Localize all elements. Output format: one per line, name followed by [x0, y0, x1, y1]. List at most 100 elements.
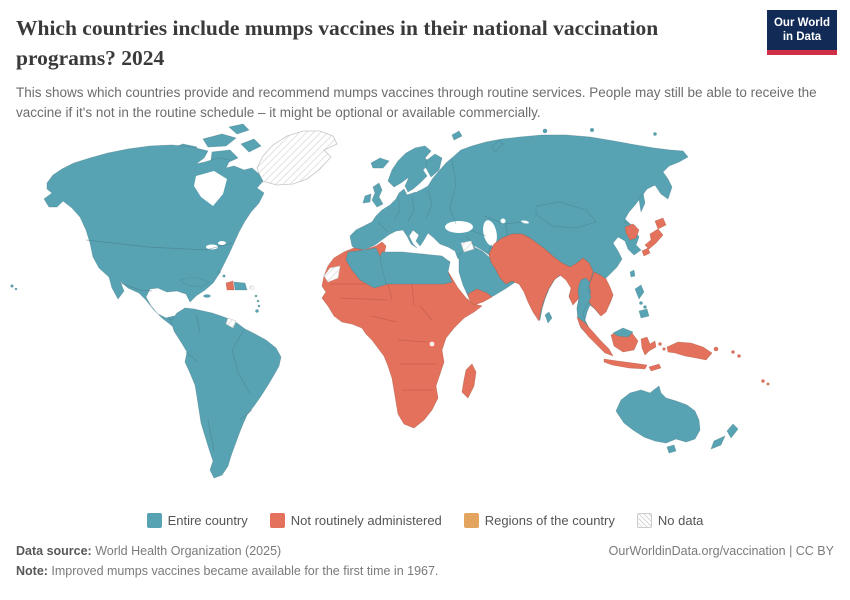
- water-aral-sea: [500, 218, 506, 224]
- region-western-sahara[interactable]: [324, 266, 340, 282]
- region-haiti[interactable]: [226, 281, 234, 290]
- region-new-zealand[interactable]: [711, 436, 725, 449]
- region-svalbard[interactable]: [452, 131, 462, 140]
- region-philippines[interactable]: [635, 285, 644, 299]
- legend-item-not-routinely[interactable]: Not routinely administered: [269, 513, 442, 528]
- legend-item-regions[interactable]: Regions of the country: [463, 513, 615, 528]
- legend-label: Regions of the country: [484, 513, 615, 528]
- region-malaysian-borneo[interactable]: [613, 328, 633, 337]
- region-greenland[interactable]: [257, 131, 337, 185]
- region-taiwan[interactable]: [630, 270, 635, 277]
- water-lake-victoria: [429, 341, 435, 347]
- region-maluku[interactable]: [663, 348, 666, 351]
- region-japan[interactable]: [645, 229, 663, 249]
- region-solomon-islands[interactable]: [732, 351, 735, 354]
- region-libya-egypt[interactable]: [380, 252, 452, 284]
- region-north-korea[interactable]: [625, 224, 639, 240]
- owid-link[interactable]: OurWorldinData.org/vaccination | CC BY: [608, 544, 834, 558]
- page-title: Which countries include mumps vaccines i…: [16, 16, 659, 71]
- region-solomon-islands[interactable]: [738, 355, 741, 358]
- region-arctic-islands[interactable]: [241, 139, 261, 152]
- region-scandinavia[interactable]: [388, 146, 431, 192]
- region-new-zealand[interactable]: [727, 424, 738, 438]
- region-bahamas[interactable]: [218, 271, 221, 274]
- region-south-america[interactable]: [171, 308, 281, 478]
- region-trinidad[interactable]: [256, 310, 259, 313]
- region-ireland[interactable]: [363, 194, 371, 203]
- region-fiji[interactable]: [762, 380, 765, 383]
- legend-item-no-data[interactable]: No data: [636, 513, 704, 528]
- region-madagascar[interactable]: [462, 364, 476, 398]
- legend-label: No data: [657, 513, 704, 528]
- region-arctic-islands[interactable]: [203, 134, 236, 147]
- region-japan[interactable]: [655, 218, 666, 229]
- region-hawaii[interactable]: [15, 288, 17, 290]
- region-tasmania[interactable]: [667, 445, 676, 453]
- region-yemen[interactable]: [468, 289, 492, 305]
- region-finland[interactable]: [426, 154, 442, 177]
- legend-swatch-not-routinely: [269, 513, 285, 528]
- region-sumatra[interactable]: [577, 317, 613, 356]
- region-russian-arctic-island[interactable]: [543, 129, 547, 133]
- world-map-svg: [0, 122, 850, 507]
- owid-logo-line1: Our World: [773, 17, 830, 29]
- region-lesser-antilles[interactable]: [257, 300, 259, 302]
- water-caspian-sea: [483, 220, 497, 246]
- region-new-guinea[interactable]: [667, 342, 712, 360]
- region-indochina[interactable]: [588, 272, 613, 316]
- region-maluku[interactable]: [659, 343, 662, 346]
- region-timor[interactable]: [649, 364, 661, 371]
- region-arctic-islands[interactable]: [229, 124, 249, 134]
- region-jamaica[interactable]: [204, 295, 211, 298]
- chart-header: Which countries include mumps vaccines i…: [0, 0, 850, 122]
- note-label: Note:: [16, 564, 48, 578]
- region-sulawesi[interactable]: [641, 337, 656, 355]
- region-fiji[interactable]: [767, 383, 769, 385]
- owid-logo-line2: in Data: [782, 31, 822, 44]
- region-new-britain[interactable]: [714, 347, 718, 351]
- chart-subtitle: This shows which countries provide and r…: [16, 85, 817, 120]
- region-novaya-zemlya[interactable]: [492, 140, 503, 152]
- world-map: [0, 122, 850, 507]
- legend-swatch-regions: [463, 513, 479, 528]
- region-cuba[interactable]: [180, 277, 209, 287]
- region-lesser-antilles[interactable]: [258, 305, 260, 307]
- region-united-kingdom[interactable]: [372, 183, 383, 207]
- region-russian-arctic-island[interactable]: [654, 133, 657, 136]
- legend-swatch-no-data: [636, 513, 652, 528]
- legend-item-entire-country[interactable]: Entire country: [146, 513, 248, 528]
- region-syria[interactable]: [461, 241, 474, 252]
- country-borders-africa: [330, 284, 436, 390]
- region-french-guiana[interactable]: [226, 318, 236, 328]
- region-puerto-rico[interactable]: [250, 286, 254, 289]
- region-iceland[interactable]: [371, 158, 389, 168]
- region-java[interactable]: [604, 359, 647, 369]
- legend-label: Entire country: [167, 513, 248, 528]
- data-source-value: World Health Organization (2025): [91, 544, 282, 558]
- region-philippines[interactable]: [639, 309, 649, 318]
- region-lesser-antilles[interactable]: [255, 295, 257, 297]
- region-south-asia[interactable]: [489, 234, 593, 321]
- water-great-lakes: [218, 241, 226, 245]
- water-black-sea: [445, 221, 473, 233]
- region-dominican-republic[interactable]: [234, 282, 247, 290]
- legend-label: Not routinely administered: [290, 513, 442, 528]
- region-hawaii[interactable]: [11, 285, 14, 288]
- region-sri-lanka[interactable]: [545, 312, 552, 323]
- region-bahamas[interactable]: [223, 275, 225, 277]
- chart-footer: Data source: World Health Organization (…: [16, 541, 834, 581]
- legend-swatch-entire-country: [146, 513, 162, 528]
- owid-logo[interactable]: Our World in Data: [767, 10, 837, 55]
- country-borders-south-america: [186, 314, 252, 452]
- region-philippines[interactable]: [644, 306, 647, 309]
- region-japan[interactable]: [642, 248, 650, 256]
- region-australia[interactable]: [616, 386, 700, 443]
- region-sakhalin[interactable]: [639, 193, 645, 212]
- region-russian-arctic-island[interactable]: [590, 128, 594, 132]
- map-legend: Entire country Not routinely administere…: [0, 513, 850, 528]
- water-hudson-bay: [194, 171, 227, 206]
- region-philippines[interactable]: [640, 302, 643, 305]
- note-value: Improved mumps vaccines became available…: [47, 564, 439, 578]
- water-lake-balkhash: [521, 220, 529, 224]
